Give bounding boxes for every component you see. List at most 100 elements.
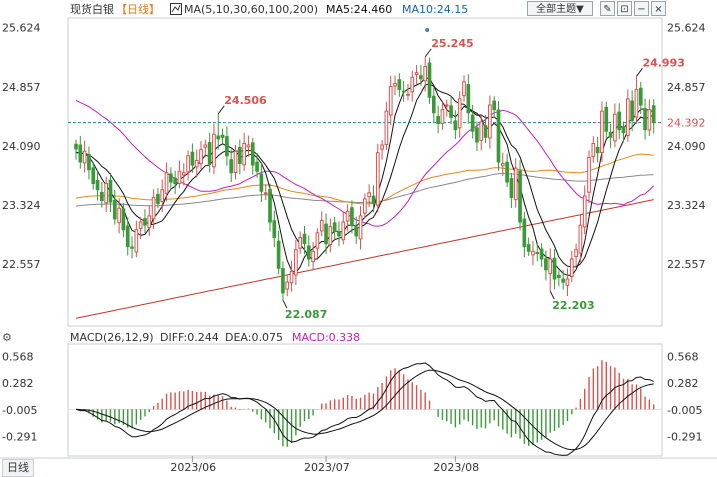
x-tick-label: 2023/06 [170,461,216,474]
candle-body [289,270,294,284]
ma10-value: MA10:24.15 [402,3,469,16]
candle-body [552,257,557,280]
current-price-tag [663,115,707,130]
candle-body [272,220,277,238]
candle-body [496,109,501,163]
macd-y-tick-left: 0.282 [2,377,34,390]
edit-icon[interactable]: ✎ [600,1,615,16]
candle-body [324,223,328,245]
candle-body [78,144,83,163]
indicator-settings-icon[interactable]: ⚙ [2,331,12,344]
candle-body [74,143,78,150]
macd-value: MACD:0.338 [292,331,361,344]
candle-body [237,146,242,165]
candle-body [143,218,147,226]
candle-body [112,200,117,220]
candle-body [384,110,389,146]
candle-body [100,191,104,201]
candle-body [121,208,126,231]
candle-body [565,278,570,286]
low-annotation: 22.087 [285,308,327,321]
candle-body [263,192,268,195]
candle-body [544,258,548,271]
low-annotation: 22.203 [552,299,594,312]
candle-body [410,76,415,93]
y-tick-right: 24.090 [667,140,706,153]
candle-body [294,249,298,276]
candle-body [388,86,393,116]
candle-body [470,114,475,132]
instrument-name: 现货白银 [70,3,114,16]
candle-body [104,183,109,204]
macd-y-tick-left: -0.005 [2,404,37,417]
ma-params: MA(5,10,30,60,100,200) [184,3,319,16]
candle-body [315,232,320,249]
candle-body [311,250,315,263]
ma200-line [75,199,654,319]
candle-body [82,150,87,164]
candle-body [190,151,195,166]
candle-body [569,258,574,277]
candle-body [518,170,522,223]
y-tick-right: 22.557 [667,258,706,271]
candle-body [255,161,259,172]
candle-body [488,104,492,139]
y-tick-left: 24.090 [2,140,41,153]
candle-body [328,226,333,245]
candle-body [199,149,203,165]
candle-body [216,135,221,140]
candle-body [354,226,359,237]
candle-body [220,134,225,138]
candle-body [595,146,600,154]
candle-body [436,116,440,124]
candle-body [587,156,591,193]
candle-body [457,98,462,129]
candle-body [522,218,527,248]
candle-body [281,268,285,294]
candle-body [177,170,182,184]
candle-body [500,163,505,167]
expand-icon[interactable]: ⊡ [617,1,632,16]
candle-body [513,167,518,201]
high-annotation: 24.993 [642,56,684,69]
y-tick-right: 23.324 [667,199,706,212]
close-icon[interactable]: × [651,1,666,16]
price-panel-frame [67,17,663,327]
candle-body [604,106,609,132]
candle-body [276,240,281,269]
candle-body [621,126,626,134]
candle-body [431,95,436,114]
candle-body [156,193,160,205]
candle-body [367,192,371,198]
candle-body [483,125,488,138]
candle-body [453,120,458,131]
candle-body [462,81,466,97]
candle-body [643,108,647,131]
candle-body [350,207,354,226]
candle-body [651,105,656,124]
candle-body [479,121,484,141]
candle-body [229,159,234,174]
period-button[interactable]: 日线 [2,459,34,477]
candle-body [423,66,428,82]
minimize-icon[interactable]: − [634,1,649,16]
candle-body [302,233,307,245]
candle-body [134,229,139,253]
candle-body [539,248,544,260]
annotation-pointer [636,67,643,77]
candle-body [91,167,96,185]
dea-value: DEA:0.075 [225,331,283,344]
macd-y-tick-right: 0.282 [667,377,699,390]
annotation-pointer [424,48,432,58]
candle-body [87,154,91,171]
candle-body [505,161,509,183]
candle-body [492,100,497,111]
y-tick-right: 25.624 [667,22,706,35]
macd-y-tick-left: 0.568 [2,350,34,363]
ma5-value: MA5:24.460 [326,3,393,16]
candle-body [375,152,380,206]
topic-dropdown-button[interactable]: 全部主题▼ [527,1,593,16]
candle-body [509,178,514,198]
candle-body [147,215,152,228]
